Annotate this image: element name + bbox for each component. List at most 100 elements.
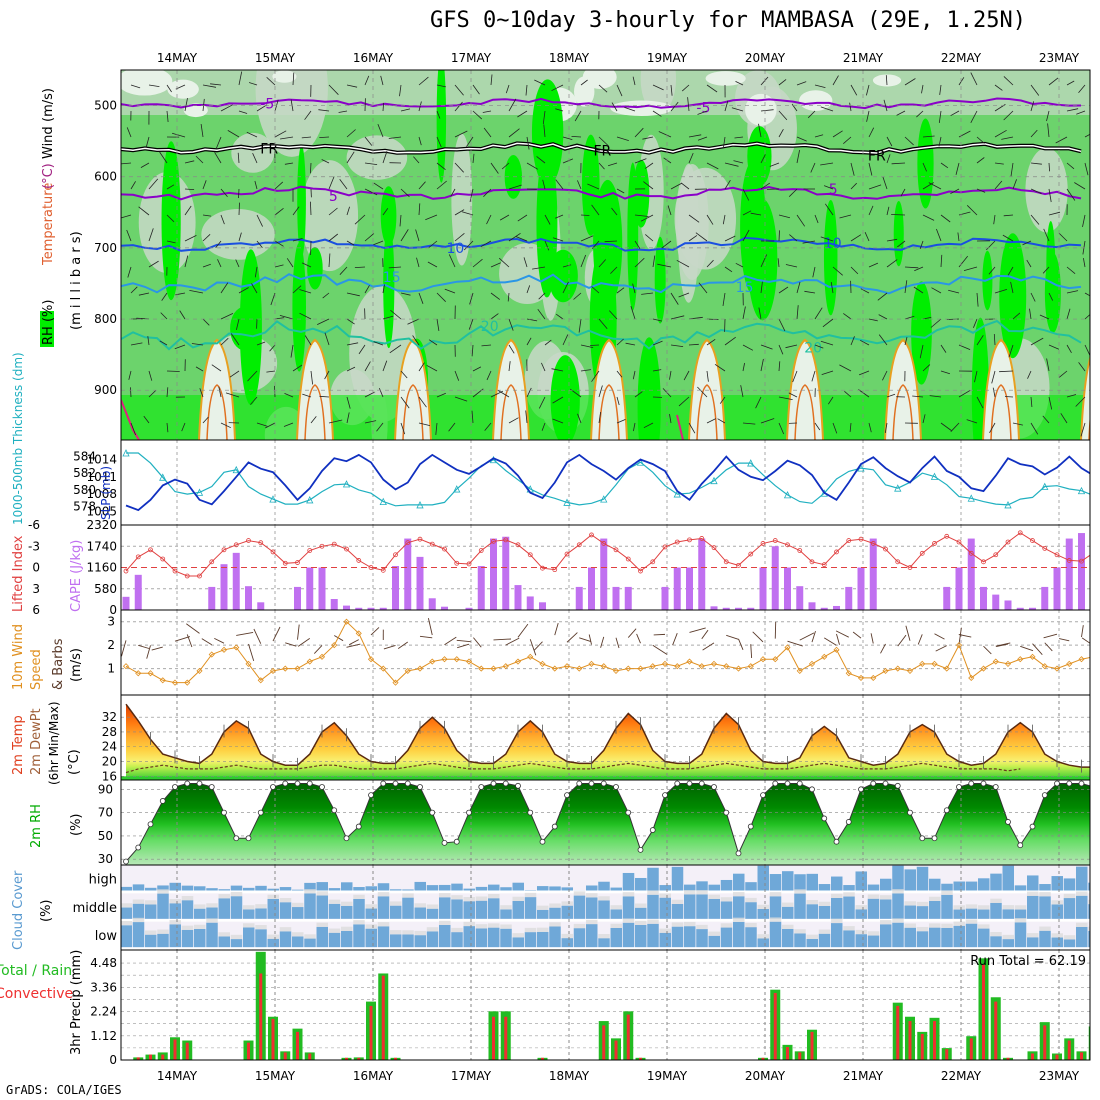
li-marker xyxy=(331,541,337,547)
cloud-bar xyxy=(953,909,965,919)
wind-barb xyxy=(724,179,731,190)
cloud-bar xyxy=(757,865,769,891)
cloud-bar xyxy=(512,882,524,891)
cloud-bar-light xyxy=(659,928,671,933)
wind-barb xyxy=(148,178,159,190)
wind-barb xyxy=(688,152,694,164)
wind-barb xyxy=(724,162,739,167)
li-marker xyxy=(454,560,460,566)
cloud-bar-light xyxy=(1076,922,1088,927)
wind-barb xyxy=(339,266,348,275)
li-marker xyxy=(968,550,974,556)
cloud-bar-light xyxy=(769,892,782,897)
ylabel-pressure-unit: (m i l l i b a r s) xyxy=(69,231,84,330)
wind-barb xyxy=(562,136,573,140)
wind-barb-10m xyxy=(186,634,193,648)
wind-barb xyxy=(611,207,618,216)
wind-barb xyxy=(555,108,564,112)
wind-barb-10m xyxy=(1081,625,1084,638)
wind-barb xyxy=(454,130,468,138)
cloud-bar-light xyxy=(121,903,132,908)
rh-marker xyxy=(1066,780,1073,787)
thickness-marker xyxy=(636,458,645,466)
y-tick-precip: 0 xyxy=(109,1053,117,1067)
cape-bar xyxy=(710,606,718,610)
wind-barb xyxy=(882,176,888,190)
cloud-bar xyxy=(610,927,622,948)
y-tick-thickness: 582 xyxy=(73,466,96,480)
rh-marker xyxy=(490,780,497,787)
cape-bar xyxy=(122,596,130,610)
cloud-bar xyxy=(145,934,157,948)
x-tick-top: 15MAY xyxy=(255,51,296,65)
cloud-bar xyxy=(132,884,145,891)
wind-barb xyxy=(706,259,714,268)
rh-marker xyxy=(956,784,962,790)
y-tick-cape: 0 xyxy=(109,603,117,617)
wind-barb xyxy=(254,266,258,278)
cloud-bar-light xyxy=(880,895,892,900)
y-tick-slp: 1014 xyxy=(86,453,117,467)
wind-barb xyxy=(760,76,769,86)
wind-barb xyxy=(610,266,618,274)
cloud-bar xyxy=(121,925,132,948)
wind-barb xyxy=(399,84,402,97)
cape-bar xyxy=(526,596,534,610)
wind-barb xyxy=(322,292,330,299)
wind-barb xyxy=(399,214,402,227)
wind-barb xyxy=(607,162,618,167)
wind-speed-marker xyxy=(527,653,534,660)
cloud-bar xyxy=(1076,866,1088,891)
wind-barb xyxy=(555,179,564,190)
cloud-bar-light xyxy=(1051,900,1063,905)
precip-conv-bar xyxy=(920,1034,924,1060)
wind-barb xyxy=(525,84,528,96)
cloud-bar-light xyxy=(806,899,818,905)
wind-barb xyxy=(166,240,176,244)
thickness-marker xyxy=(342,480,351,488)
wind-barb xyxy=(966,205,978,216)
li-marker xyxy=(883,546,888,552)
wind-barb xyxy=(235,259,240,268)
wind-barb xyxy=(526,387,532,398)
wind-barb xyxy=(160,312,168,320)
cape-bar xyxy=(980,586,987,610)
rh-marker xyxy=(711,784,717,790)
rh-marker xyxy=(1091,784,1096,789)
cloud-bar xyxy=(390,934,402,948)
cloud-bar xyxy=(757,938,769,948)
wind-barb xyxy=(616,396,620,406)
wind-barb xyxy=(760,344,773,350)
wind-barb xyxy=(632,76,636,86)
cloud-bar-light xyxy=(965,904,978,909)
wind-barb xyxy=(130,286,138,294)
wind-barb xyxy=(706,84,718,93)
wind-barb xyxy=(976,292,979,307)
cape-bar xyxy=(343,605,350,610)
wind-barb xyxy=(202,214,212,217)
li-marker xyxy=(478,548,484,553)
cloud-bar-light xyxy=(451,927,463,933)
thickness-line xyxy=(126,452,1090,507)
wind-barb xyxy=(820,106,834,112)
rh-area xyxy=(126,783,1090,865)
wind-barb xyxy=(166,110,169,123)
wind-barb xyxy=(418,362,425,372)
wind-barb xyxy=(436,84,446,88)
cloud-bar xyxy=(733,921,745,948)
wind-barb xyxy=(195,366,204,372)
wind-barb xyxy=(958,255,969,268)
cloud-bar-light xyxy=(782,902,794,907)
wind-barb xyxy=(284,162,294,165)
cloud-bar xyxy=(965,923,978,948)
wind-barb xyxy=(238,188,240,199)
run-total: Run Total = 62.19 xyxy=(970,954,1086,969)
cloud-bar xyxy=(304,893,316,919)
y-tick-wind: 2 xyxy=(107,638,115,652)
cape-bar xyxy=(245,586,252,610)
wind-barb xyxy=(1046,110,1050,122)
cloud-bar xyxy=(500,909,512,919)
wind-barb xyxy=(1066,394,1077,398)
li-marker xyxy=(564,551,570,557)
wind-barb xyxy=(598,136,609,147)
